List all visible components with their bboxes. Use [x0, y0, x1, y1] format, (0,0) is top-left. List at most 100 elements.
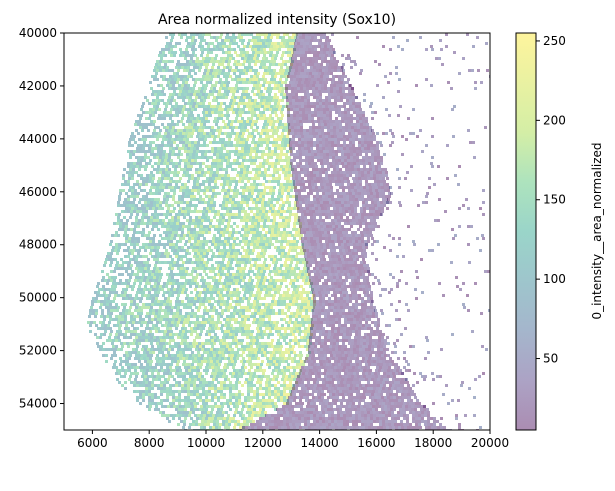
heat-cell: [288, 60, 291, 63]
heat-cell: [260, 240, 263, 243]
heat-cell: [254, 108, 257, 111]
heat-cell: [166, 366, 169, 369]
heat-cell: [248, 54, 251, 57]
heat-cell: [163, 126, 166, 129]
heat-cell: [277, 135, 280, 138]
heat-cell: [275, 237, 278, 240]
heat-cell: [210, 204, 213, 207]
heat-cell: [269, 309, 272, 312]
heat-cell: [287, 132, 290, 135]
heat-cell: [99, 306, 102, 309]
heat-cell: [193, 162, 196, 165]
heat-cell: [164, 225, 167, 228]
heat-cell: [194, 48, 197, 51]
heat-cell: [286, 33, 289, 36]
heat-cell: [239, 48, 242, 51]
heat-cell: [157, 135, 160, 138]
heat-cell: [174, 216, 177, 219]
heat-cell: [302, 270, 305, 273]
heat-cell: [161, 288, 164, 291]
heat-cell: [198, 294, 201, 297]
heat-cell: [242, 261, 245, 264]
heat-cell: [215, 72, 218, 75]
heat-cell: [226, 93, 229, 96]
heat-cell: [220, 228, 223, 231]
heat-cell: [276, 120, 279, 123]
heat-cell: [182, 123, 185, 126]
heat-cell: [270, 156, 273, 159]
heat-cell: [199, 126, 202, 129]
heat-cell: [224, 144, 227, 147]
heat-cell: [236, 225, 239, 228]
heat-cell: [254, 222, 257, 225]
heat-cell: [251, 114, 254, 117]
heat-cell: [265, 135, 268, 138]
heat-cell: [270, 69, 273, 72]
heat-cell: [190, 165, 193, 168]
heat-cell: [203, 189, 206, 192]
heat-cell: [229, 42, 232, 45]
heat-cell: [242, 144, 245, 147]
heat-cell: [277, 231, 280, 234]
heat-cell: [110, 357, 113, 360]
heat-cell: [267, 216, 270, 219]
heat-cell: [142, 111, 145, 114]
heat-cell: [303, 321, 306, 324]
heat-cell: [246, 45, 249, 48]
heat-cell: [140, 288, 143, 291]
heat-cell: [265, 57, 268, 60]
heat-cell: [274, 366, 277, 369]
heat-cell: [190, 246, 193, 249]
heat-cell: [234, 216, 237, 219]
heat-cell: [253, 300, 256, 303]
heat-cell: [265, 66, 268, 69]
heat-cell: [201, 321, 204, 324]
heat-cell: [195, 96, 198, 99]
heat-cell: [138, 342, 141, 345]
heat-cell: [244, 243, 247, 246]
heat-cell: [189, 156, 192, 159]
heat-cell: [304, 300, 307, 303]
heat-cell: [154, 102, 157, 105]
heat-cell: [299, 225, 302, 228]
heat-cell: [262, 255, 265, 258]
heat-cell: [211, 195, 214, 198]
heat-cell: [117, 249, 120, 252]
heat-cell: [260, 351, 263, 354]
heat-cell: [288, 156, 291, 159]
heat-cell: [207, 204, 210, 207]
heat-cell: [237, 354, 240, 357]
heat-cell: [208, 300, 211, 303]
heat-cell: [250, 117, 253, 120]
heat-cell: [291, 321, 294, 324]
heat-cell: [136, 195, 139, 198]
heat-cell: [168, 168, 171, 171]
heat-cell: [296, 309, 299, 312]
heat-cell: [301, 318, 304, 321]
heat-cell: [187, 93, 190, 96]
heat-cell: [193, 42, 196, 45]
heat-cell: [229, 345, 232, 348]
heat-cell: [256, 33, 259, 36]
heat-cell: [266, 144, 269, 147]
heat-cell: [188, 240, 191, 243]
heat-cell: [269, 288, 272, 291]
heat-cell: [186, 204, 189, 207]
heat-cell: [117, 267, 120, 270]
heat-cell: [293, 324, 296, 327]
heat-cell: [197, 63, 200, 66]
heat-cell: [142, 147, 145, 150]
heat-cell: [288, 258, 291, 261]
heat-cell: [162, 156, 165, 159]
heat-cell: [263, 159, 266, 162]
heat-cell: [265, 315, 268, 318]
heat-cell: [157, 126, 160, 129]
heat-cell: [302, 309, 305, 312]
heat-cell: [223, 147, 226, 150]
heat-cell: [200, 174, 203, 177]
heat-cell: [202, 228, 205, 231]
heat-cell: [290, 63, 293, 66]
heat-cell: [271, 180, 274, 183]
heat-cell: [241, 366, 244, 369]
